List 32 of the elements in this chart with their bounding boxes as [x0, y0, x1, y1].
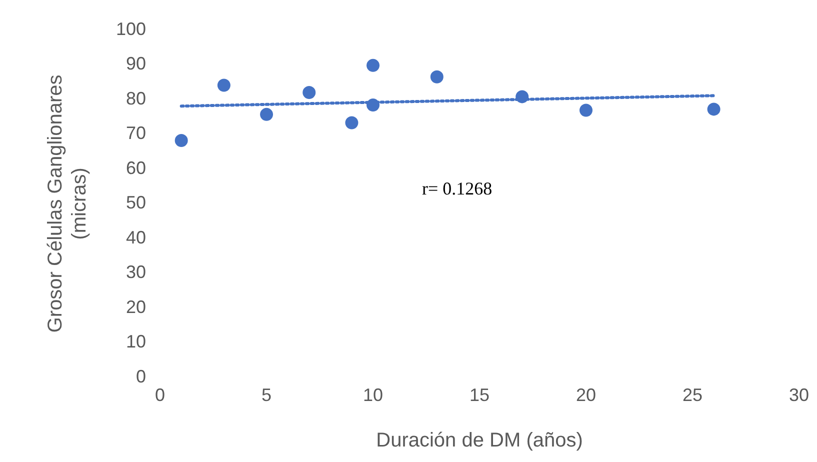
point	[302, 86, 316, 100]
x-tick-label: 30	[788, 385, 810, 406]
y-tick-label: 30	[126, 262, 146, 282]
point	[345, 116, 358, 130]
y-tick-label: 20	[126, 296, 146, 317]
x-tick-label: 25	[682, 385, 703, 406]
y-tick-label: 50	[126, 192, 146, 213]
x-tick-label: 5	[262, 385, 272, 406]
annotation: r= 0.1268	[422, 178, 492, 199]
y-axis-title: Grosor Células Ganglionares (micras)	[44, 74, 91, 333]
x-tick-label: 0	[155, 385, 166, 406]
point	[366, 58, 380, 72]
point	[430, 70, 444, 84]
y-tick-label: 40	[126, 227, 146, 248]
x-tick-label: 10	[363, 385, 384, 406]
point	[174, 134, 188, 147]
x-axis-title: Duración de DM (años)	[376, 430, 583, 452]
point	[217, 78, 230, 92]
y-tick-label: 80	[126, 88, 146, 108]
point	[366, 98, 380, 112]
y-tick-label: 60	[126, 158, 146, 178]
x-tick-label: 15	[469, 385, 490, 406]
point	[707, 102, 720, 116]
point	[516, 90, 529, 104]
y-tick-label: 90	[126, 54, 146, 74]
point	[580, 104, 593, 117]
y-tick-label: 10	[126, 332, 146, 352]
x-tick-label: 20	[576, 385, 596, 406]
y-tick-label: 100	[116, 18, 146, 39]
y-tick-label: 0	[136, 366, 146, 386]
point	[260, 108, 274, 121]
y-tick-label: 70	[126, 123, 146, 144]
